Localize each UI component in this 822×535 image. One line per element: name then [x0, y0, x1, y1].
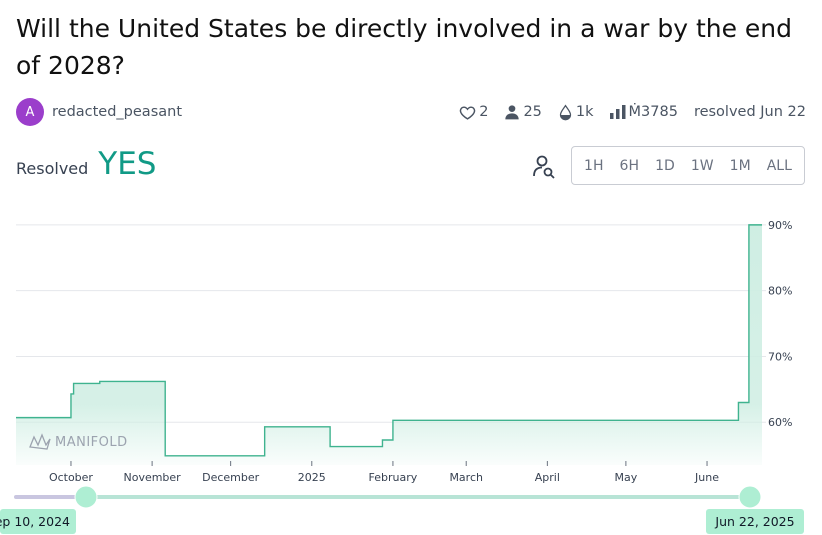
- likes-count: 2: [479, 104, 489, 120]
- x-tick-label: November: [123, 471, 181, 484]
- manifold-watermark: MANIFOLD: [29, 433, 128, 450]
- droplet-icon: [559, 103, 572, 120]
- slider-start-label: ep 10, 2024: [0, 509, 76, 534]
- slider-end-date: Jun 22, 2025: [714, 514, 794, 529]
- slider-end-label: Jun 22, 2025: [706, 509, 804, 534]
- y-tick-label: 90%: [768, 219, 792, 232]
- resolution-status: Resolved YES: [16, 146, 156, 190]
- x-tick-label: May: [615, 471, 638, 484]
- market-meta-row: A redacted_peasant 2 25 1k Ṁ3785 resolve…: [16, 98, 806, 126]
- market-title: Will the United States be directly invol…: [16, 14, 793, 80]
- y-tick-label: 60%: [768, 416, 792, 429]
- user-search-icon[interactable]: [531, 154, 557, 180]
- bar-chart-icon: [609, 105, 626, 119]
- resolved-value: YES: [98, 146, 157, 182]
- probability-line[interactable]: [16, 224, 762, 457]
- range-button-1h[interactable]: 1H: [580, 154, 607, 178]
- x-tick-label: February: [369, 471, 418, 484]
- volume-stat[interactable]: Ṁ3785: [609, 104, 678, 120]
- x-tick-label: October: [49, 471, 93, 484]
- resolved-label: Resolved: [16, 159, 89, 178]
- probability-chart[interactable]: 90% 80% 70% 60% MANIFOLD October November Decem…: [0, 215, 822, 535]
- slider-start-date: ep 10, 2024: [0, 514, 70, 529]
- probability-area: [16, 224, 762, 465]
- slider-end-handle[interactable]: [738, 485, 762, 509]
- range-button-all[interactable]: ALL: [763, 154, 796, 178]
- x-tick-label: April: [535, 471, 560, 484]
- x-tick-label: 2025: [298, 471, 326, 484]
- comments-stat[interactable]: 1k: [558, 103, 594, 121]
- volume-amount: Ṁ3785: [628, 104, 678, 120]
- heart-icon: [459, 105, 476, 120]
- user-icon: [505, 105, 520, 120]
- range-button-6h[interactable]: 6H: [616, 154, 643, 178]
- range-button-1d[interactable]: 1D: [651, 154, 679, 178]
- x-tick-label: June: [694, 471, 719, 484]
- x-tick-label: December: [202, 471, 260, 484]
- traders-count: 25: [523, 104, 542, 120]
- author-name[interactable]: redacted_peasant: [52, 104, 183, 120]
- manifold-logo-icon: [29, 433, 51, 450]
- y-tick-label: 70%: [768, 350, 792, 363]
- range-button-1m[interactable]: 1M: [726, 154, 755, 178]
- author-avatar[interactable]: A: [16, 98, 44, 126]
- likes-stat[interactable]: 2: [459, 104, 488, 121]
- traders-stat[interactable]: 25: [504, 104, 542, 120]
- slider-start-handle[interactable]: [74, 485, 98, 509]
- comments-count: 1k: [575, 104, 594, 120]
- y-tick-label: 80%: [768, 285, 792, 298]
- range-button-1w[interactable]: 1W: [687, 154, 718, 178]
- watermark-text: MANIFOLD: [55, 435, 128, 450]
- time-range-selector: 1H 6H 1D 1W 1M ALL: [571, 146, 805, 185]
- resolved-date: resolved Jun 22: [693, 104, 806, 120]
- x-tick-label: March: [449, 471, 483, 484]
- market-stats: 2 25 1k Ṁ3785 resolved Jun 22: [443, 103, 806, 121]
